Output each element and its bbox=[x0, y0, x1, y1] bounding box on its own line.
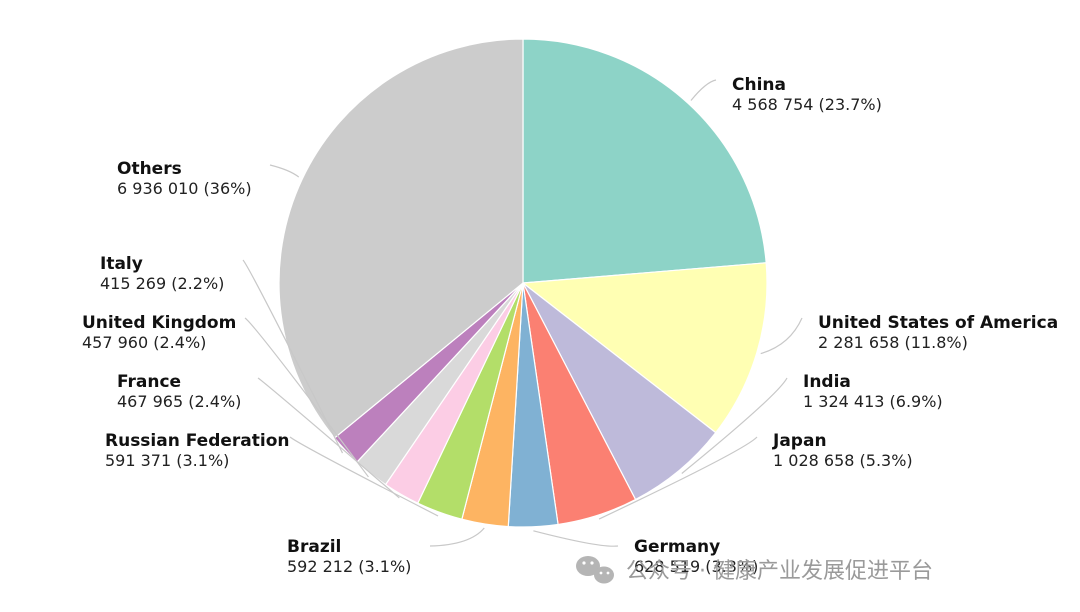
leader-line bbox=[242, 259, 344, 454]
leader-line bbox=[533, 530, 619, 547]
slice-label-value: 2 281 658 (11.8%) bbox=[818, 333, 968, 352]
slice-label-name: France bbox=[117, 372, 181, 392]
slice-label-name: India bbox=[803, 372, 851, 392]
leader-line bbox=[429, 527, 485, 547]
pie-slice-united-states-of-america bbox=[521, 262, 768, 434]
slice-label-name: United States of America bbox=[818, 313, 1058, 333]
slice-label-name: United Kingdom bbox=[82, 313, 236, 333]
leader-line bbox=[690, 79, 717, 101]
slice-label-name: Japan bbox=[772, 431, 827, 451]
slice-label-name: China bbox=[732, 75, 786, 95]
slice-label-name: Germany bbox=[634, 537, 720, 557]
leader-line bbox=[760, 317, 803, 355]
slice-label-name: Brazil bbox=[287, 537, 341, 557]
leader-line bbox=[598, 436, 758, 520]
slice-label-value: 4 568 754 (23.7%) bbox=[732, 95, 882, 114]
pie-slice-india bbox=[522, 282, 717, 501]
slice-label-value: 1 324 413 (6.9%) bbox=[803, 392, 943, 411]
wechat-icon bbox=[576, 556, 614, 584]
slice-label-name: Others bbox=[117, 159, 182, 179]
slice-label-value: 457 960 (2.4%) bbox=[82, 333, 206, 352]
slice-label-value: 415 269 (2.2%) bbox=[100, 274, 224, 293]
leader-line bbox=[269, 164, 300, 178]
leader-line bbox=[244, 317, 369, 478]
slice-label-value: 6 936 010 (36%) bbox=[117, 179, 252, 198]
slice-label-value: 591 371 (3.1%) bbox=[105, 451, 229, 470]
leader-line bbox=[681, 377, 788, 474]
leader-line bbox=[257, 377, 400, 499]
slice-label-value: 592 212 (3.1%) bbox=[287, 557, 411, 576]
leader-lines bbox=[242, 79, 803, 547]
leader-line bbox=[289, 436, 439, 517]
watermark: 公众号 · 健康产业发展促进平台 bbox=[576, 556, 933, 584]
slice-label-value: 467 965 (2.4%) bbox=[117, 392, 241, 411]
pie-slice-china bbox=[522, 38, 767, 284]
slice-label-name: Italy bbox=[100, 254, 143, 274]
pie-slice-others bbox=[278, 38, 524, 439]
slice-label-value: 1 028 658 (5.3%) bbox=[773, 451, 913, 470]
slice-label-name: Russian Federation bbox=[105, 431, 290, 451]
pie-slices bbox=[278, 38, 768, 528]
watermark-text: 公众号 · 健康产业发展促进平台 bbox=[626, 559, 933, 584]
slice-label-value: 628 519 (3.3%) bbox=[634, 557, 758, 576]
